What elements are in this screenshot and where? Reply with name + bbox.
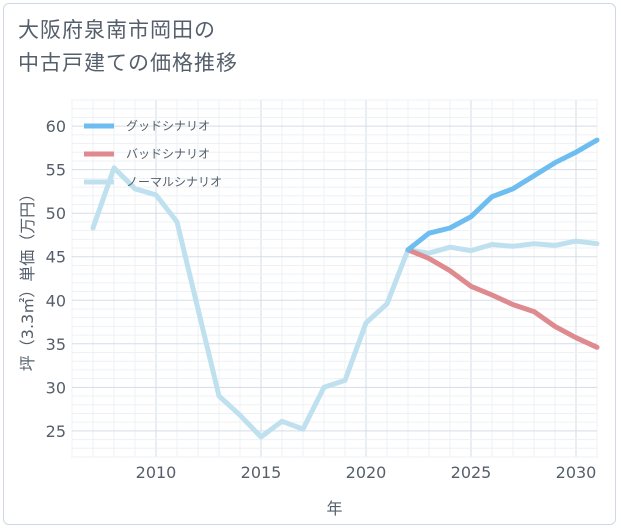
grid <box>71 99 598 458</box>
chart-card <box>3 3 616 525</box>
x-tick-label: 2010 <box>136 463 177 482</box>
y-tick-labels: 25 30 35 40 45 50 55 60 <box>46 117 66 441</box>
legend-label: バッドシナリオ <box>126 147 210 161</box>
y-tick-label: 30 <box>46 378 66 397</box>
series-line <box>405 137 600 253</box>
y-tick-label: 25 <box>46 422 66 441</box>
series-line <box>405 247 600 350</box>
title-line-1: 大阪府泉南市岡田の <box>18 18 216 42</box>
x-axis-label: 年 <box>326 499 342 518</box>
chart-title: 大阪府泉南市岡田の 中古戸建ての価格推移 <box>18 14 238 80</box>
x-tick-label: 2030 <box>556 463 597 482</box>
y-tick-label: 50 <box>46 204 66 223</box>
title-line-2: 中古戸建ての価格推移 <box>18 51 238 75</box>
legend-label: グッドシナリオ <box>126 119 210 133</box>
y-tick-label: 55 <box>46 161 66 180</box>
y-axis-label: 坪（3.3㎡）単価（万円） <box>18 186 37 371</box>
series-lines <box>90 137 600 440</box>
y-tick-label: 60 <box>46 117 66 136</box>
y-tick-label: 45 <box>46 248 66 267</box>
y-tick-label: 40 <box>46 291 66 310</box>
series-line <box>90 165 600 440</box>
x-tick-labels: 2010 2015 2020 2025 2030 <box>136 463 597 482</box>
x-tick-label: 2020 <box>346 463 387 482</box>
y-tick-label: 35 <box>46 335 66 354</box>
x-tick-label: 2025 <box>451 463 492 482</box>
legend-label: ノーマルシナリオ <box>126 175 222 189</box>
x-tick-label: 2015 <box>241 463 282 482</box>
